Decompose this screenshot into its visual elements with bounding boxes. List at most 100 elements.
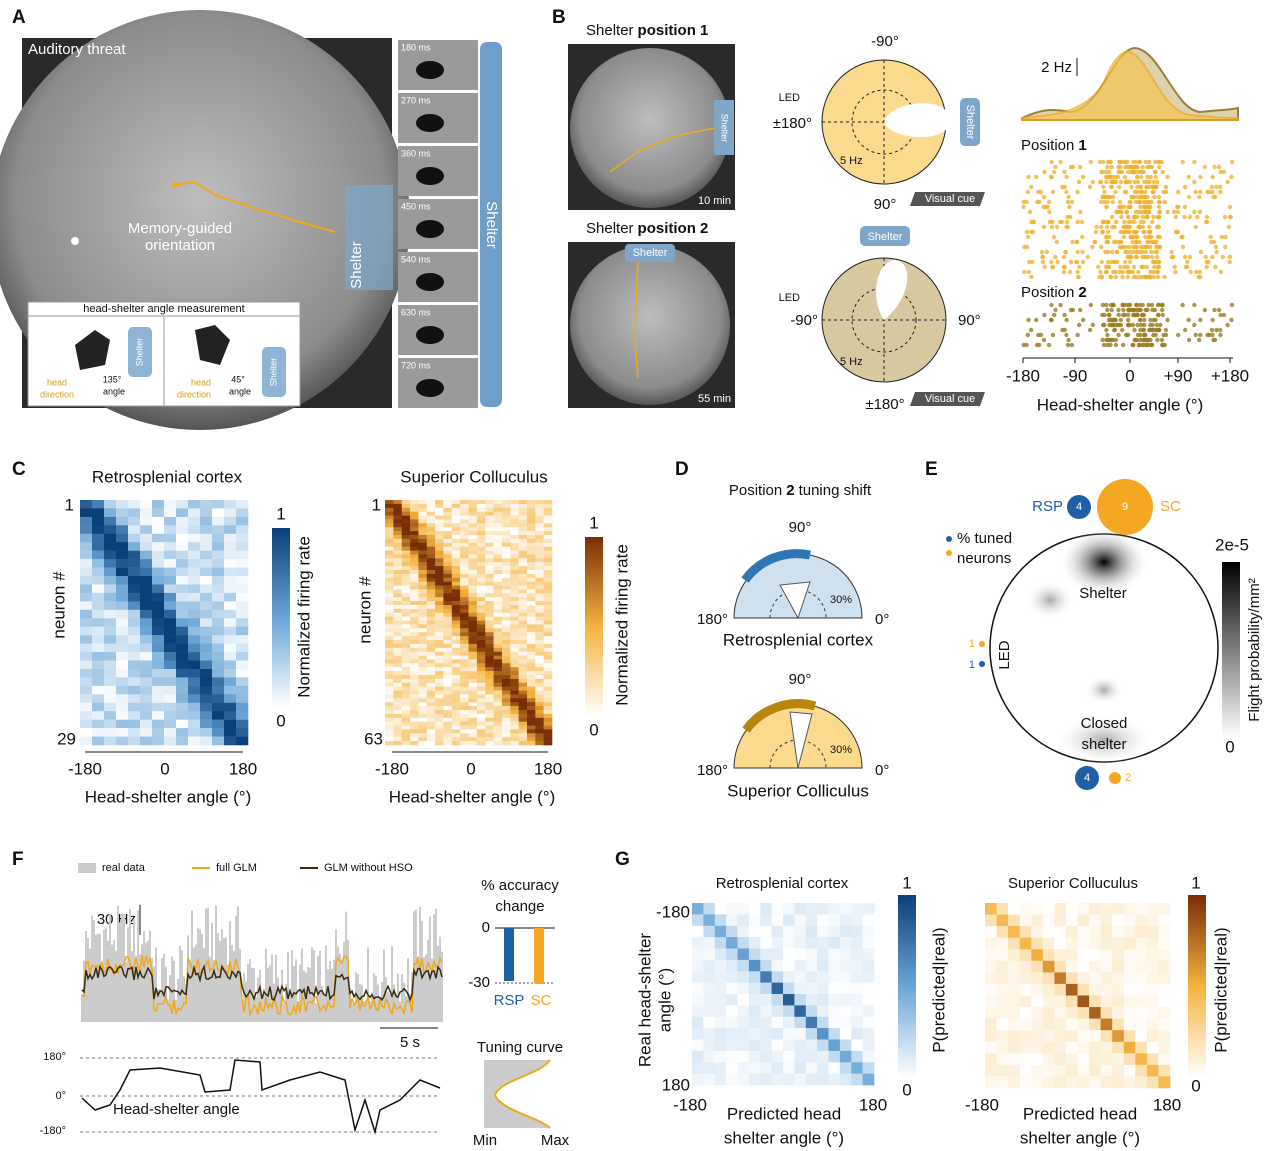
cell [402, 698, 411, 702]
legend-label: real data [102, 862, 146, 874]
spike [1185, 260, 1189, 264]
cell [460, 733, 469, 737]
cell [92, 568, 104, 577]
cell [485, 601, 494, 605]
cell [435, 726, 444, 730]
cell [1066, 972, 1078, 984]
cell [460, 710, 469, 714]
cell [443, 531, 452, 535]
cell [410, 710, 419, 714]
cell [510, 675, 519, 679]
cell [997, 949, 1009, 961]
cell [829, 903, 841, 915]
cell [443, 706, 452, 710]
label: 30% [830, 744, 852, 756]
cell [502, 500, 511, 504]
cell [494, 640, 503, 644]
cell [477, 535, 486, 539]
cell [535, 593, 544, 597]
cell [410, 589, 419, 593]
spike [1118, 165, 1122, 169]
cell [418, 729, 427, 733]
cell [393, 500, 402, 504]
cell [385, 543, 394, 547]
spike [1099, 225, 1103, 229]
spike [1105, 165, 1109, 169]
cell [452, 597, 461, 601]
cell [385, 663, 394, 667]
cell [1043, 949, 1055, 961]
cell [152, 728, 164, 737]
label: orientation [145, 237, 215, 254]
cell [200, 500, 212, 509]
cell [535, 558, 544, 562]
cell [92, 694, 104, 703]
spike [1132, 265, 1136, 269]
cell [224, 711, 236, 720]
cell [1101, 926, 1113, 938]
cell [510, 741, 519, 745]
spike [1051, 333, 1055, 337]
cell [452, 593, 461, 597]
cell [236, 703, 248, 712]
cell [80, 508, 92, 517]
cell [527, 613, 536, 617]
cell [806, 960, 818, 972]
spike [1119, 240, 1123, 244]
cell [772, 903, 784, 915]
spike [1197, 338, 1201, 342]
cell [443, 551, 452, 555]
spike [1128, 255, 1132, 259]
cell [985, 1076, 997, 1088]
cell [443, 722, 452, 726]
spike [1141, 245, 1145, 249]
cell [152, 559, 164, 568]
spike [1121, 308, 1125, 312]
spike [1042, 225, 1046, 229]
cell [985, 915, 997, 927]
cell [1147, 949, 1159, 961]
cell [519, 582, 528, 586]
cell [772, 983, 784, 995]
cell [128, 542, 140, 551]
cell [385, 636, 394, 640]
cell [402, 539, 411, 543]
spike [1066, 200, 1070, 204]
cell [402, 714, 411, 718]
cell [452, 714, 461, 718]
cell [510, 562, 519, 566]
cell [510, 729, 519, 733]
cell [519, 551, 528, 555]
cell [469, 566, 478, 570]
spike [1119, 230, 1123, 234]
cell [772, 1074, 784, 1086]
cell [385, 714, 394, 718]
cell [510, 566, 519, 570]
cell [469, 624, 478, 628]
cell [80, 576, 92, 585]
cell [410, 609, 419, 613]
cell [116, 618, 128, 627]
cell [519, 663, 528, 667]
frames: 180 ms270 ms360 ms450 ms540 ms630 ms720 … [398, 40, 478, 408]
cell [460, 593, 469, 597]
cell [200, 677, 212, 686]
cell [212, 669, 224, 678]
cell [152, 686, 164, 695]
cell [1101, 1042, 1113, 1054]
cell [510, 543, 519, 547]
cell [519, 547, 528, 551]
axis-label: Predicted head [1023, 1104, 1137, 1123]
cell [502, 679, 511, 683]
cell [385, 624, 394, 628]
label: 0 [1225, 737, 1234, 756]
spike [1142, 170, 1146, 174]
raster [1021, 160, 1234, 279]
spike [1195, 215, 1199, 219]
cell [485, 504, 494, 508]
cell [164, 728, 176, 737]
cell [164, 525, 176, 534]
cell [510, 601, 519, 605]
spike [1153, 170, 1157, 174]
frame-label: 360 ms [401, 148, 431, 158]
